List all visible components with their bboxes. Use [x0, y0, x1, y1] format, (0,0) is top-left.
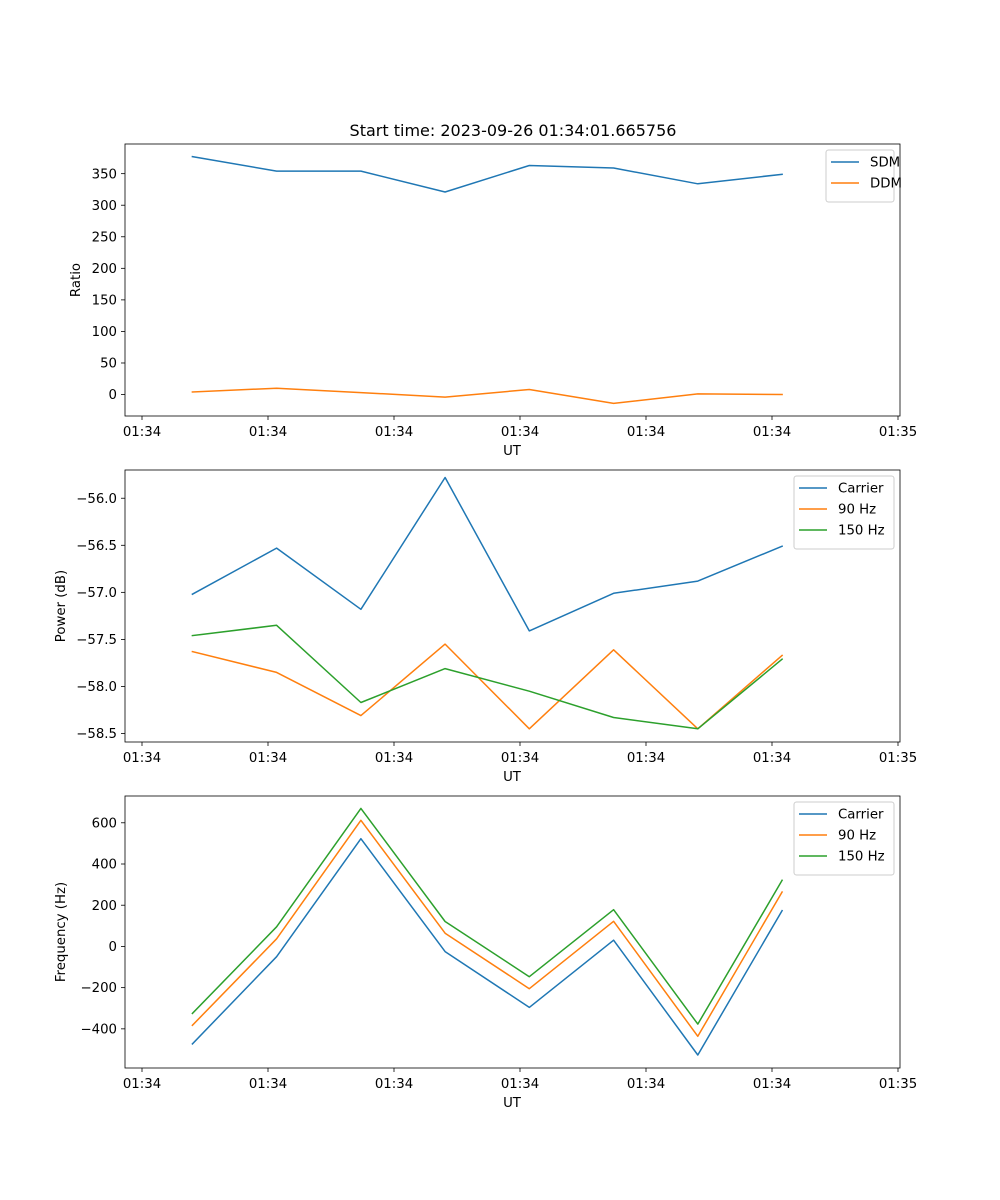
- power-legend-label-90-hz: 90 Hz: [838, 503, 876, 518]
- chart-title: Start time: 2023-09-26 01:34:01.665756: [350, 121, 677, 140]
- frequency-series-90-hz-line: [191, 819, 784, 1038]
- ratio-x-tick-label: 01:34: [375, 425, 413, 440]
- frequency-x-axis-label: UT: [503, 1096, 522, 1111]
- frequency-x-tick-label: 01:35: [879, 1077, 917, 1092]
- ratio-panel: 01:34 01:34 01:34 01:34 01:34 01:34 01:35 0 50 10…: [69, 143, 917, 459]
- frequency-x-tick-label: 01:34: [123, 1077, 161, 1092]
- power-x-tick-label: 01:34: [249, 751, 287, 766]
- frequency-legend-label-150-hz: 150 Hz: [838, 850, 885, 865]
- ratio-axes-frame: [124, 143, 901, 417]
- power-series-90-hz-line: [191, 643, 784, 730]
- ratio-y-tick-label: 100: [92, 325, 117, 340]
- ratio-x-tick-label: 01:34: [627, 425, 665, 440]
- power-series-carrier-line: [191, 476, 784, 632]
- frequency-y-axis-label: Frequency (Hz): [54, 882, 69, 982]
- power-x-tick-label: 01:35: [879, 751, 917, 766]
- ratio-y-tick-label: 300: [92, 199, 117, 214]
- frequency-legend-label-carrier: Carrier: [838, 808, 884, 823]
- frequency-x-tick-label: 01:34: [627, 1077, 665, 1092]
- ratio-series-ddm-line: [191, 387, 783, 405]
- power-legend: Carrier 90 Hz 150 Hz: [793, 475, 895, 550]
- frequency-legend: Carrier 90 Hz 150 Hz: [793, 801, 895, 876]
- power-y-tick-label: −58.5: [76, 727, 117, 742]
- power-y-tick-label: −57.0: [76, 586, 117, 601]
- frequency-x-tick-label: 01:34: [501, 1077, 539, 1092]
- power-x-tick-label: 01:34: [753, 751, 791, 766]
- frequency-y-tick-label: 600: [92, 816, 117, 831]
- ratio-x-tick-label: 01:34: [123, 425, 161, 440]
- power-x-tick-label: 01:34: [501, 751, 539, 766]
- frequency-x-tick-label: 01:34: [753, 1077, 791, 1092]
- frequency-y-tick-label: 400: [92, 858, 117, 873]
- frequency-series-carrier-line: [191, 837, 784, 1056]
- frequency-x-tick-label: 01:34: [249, 1077, 287, 1092]
- power-y-axis-label: Power (dB): [54, 570, 69, 642]
- power-x-tick-label: 01:34: [375, 751, 413, 766]
- ratio-series-sdm-line: [191, 155, 783, 193]
- ratio-x-axis-label: UT: [503, 444, 522, 459]
- power-y-tick-label: −56.5: [76, 539, 117, 554]
- ratio-y-tick-label: 200: [92, 262, 117, 277]
- power-y-tick-label: −57.5: [76, 633, 117, 648]
- frequency-x-tick-label: 01:34: [375, 1077, 413, 1092]
- power-y-tick-label: −58.0: [76, 680, 117, 695]
- ratio-legend-box: [825, 149, 895, 203]
- power-y-tick-label: −56.0: [76, 492, 117, 507]
- ratio-y-tick-label: 150: [92, 293, 117, 308]
- frequency-legend-label-90-hz: 90 Hz: [838, 829, 876, 844]
- ratio-x-tick-label: 01:34: [501, 425, 539, 440]
- frequency-series-150-hz-line: [191, 807, 784, 1025]
- ratio-y-tick-label: 350: [92, 167, 117, 182]
- power-legend-label-150-hz: 150 Hz: [838, 524, 885, 539]
- ratio-x-tick-label: 01:34: [753, 425, 791, 440]
- frequency-y-tick-label: 0: [109, 940, 117, 955]
- power-x-tick-label: 01:34: [123, 751, 161, 766]
- ratio-legend: SDM DDM: [825, 149, 902, 203]
- power-axes-frame: [124, 469, 901, 743]
- ratio-x-tick-label: 01:34: [249, 425, 287, 440]
- ratio-y-axis-label: Ratio: [69, 263, 84, 297]
- ratio-legend-label-sdm: SDM: [870, 156, 900, 171]
- ratio-y-tick-label: 0: [109, 388, 117, 403]
- frequency-axes-frame: [124, 795, 901, 1069]
- frequency-y-tick-label: −200: [80, 981, 117, 996]
- power-series-150-hz-line: [191, 624, 784, 730]
- power-panel: 01:34 01:34 01:34 01:34 01:34 01:34 01:35 −56.0…: [54, 469, 917, 785]
- frequency-panel: 01:34 01:34 01:34 01:34 01:34 01:34 01:35 600 40…: [54, 795, 917, 1111]
- ratio-y-tick-label: 50: [100, 357, 117, 372]
- ratio-x-tick-label: 01:35: [879, 425, 917, 440]
- frequency-y-tick-label: 200: [92, 899, 117, 914]
- power-legend-label-carrier: Carrier: [838, 482, 884, 497]
- ratio-y-tick-label: 250: [92, 230, 117, 245]
- ratio-legend-label-ddm: DDM: [870, 177, 902, 192]
- power-x-tick-label: 01:34: [627, 751, 665, 766]
- frequency-y-tick-label: −400: [80, 1022, 117, 1037]
- power-x-axis-label: UT: [503, 770, 522, 785]
